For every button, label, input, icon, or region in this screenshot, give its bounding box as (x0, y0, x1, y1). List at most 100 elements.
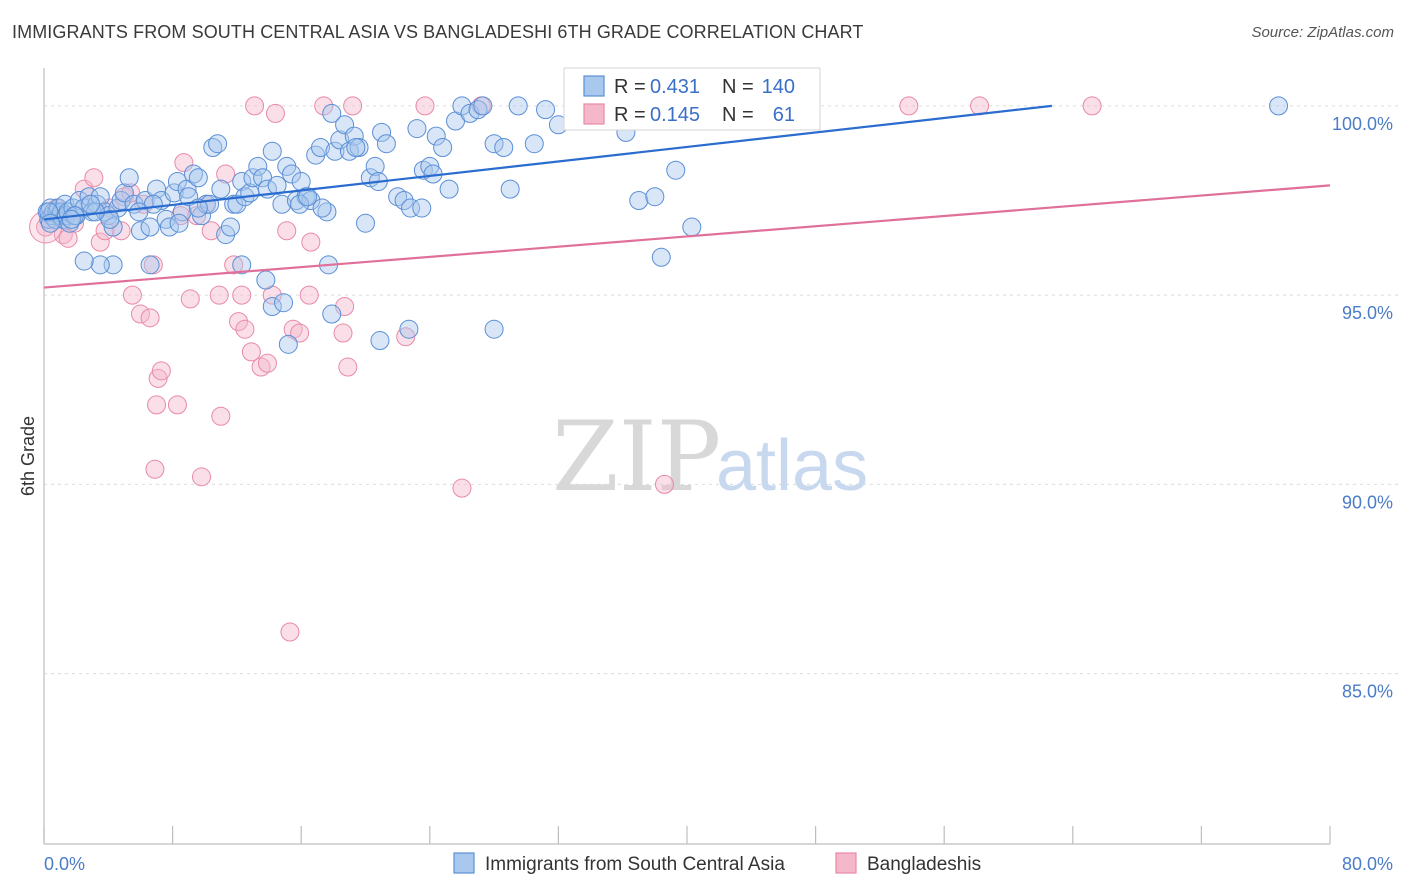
south-central-asia-point (208, 134, 228, 154)
south-central-asia-point (192, 206, 212, 226)
south-central-asia-point (376, 134, 396, 154)
south-central-asia-point (164, 183, 184, 203)
south-central-asia-point (74, 251, 94, 271)
south-central-asia-point (401, 198, 421, 218)
south-central-asia-point (156, 209, 176, 229)
south-central-asia-point (140, 255, 160, 275)
bangladeshis-point (280, 622, 300, 642)
bangladeshis-point (241, 342, 261, 362)
x-tick-label-min: 0.0% (44, 854, 85, 874)
south-central-asia-points (37, 96, 1289, 354)
bangladeshis-point (216, 164, 236, 184)
legend-pink-swatch (835, 852, 857, 874)
trendlines (43, 104, 1331, 289)
south-central-asia-point (90, 255, 110, 275)
bangladeshis-point (277, 221, 297, 241)
south-central-asia-point (119, 168, 139, 188)
south-central-asia-point (524, 134, 544, 154)
south-central-asia-point (262, 296, 282, 316)
south-central-asia-point (339, 141, 359, 161)
south-central-asia-point (322, 304, 342, 324)
watermark-atlas: atlas (716, 426, 868, 506)
x-tick-label-max: 80.0% (1342, 854, 1393, 874)
south-central-asia-point (243, 168, 263, 188)
bangladeshis-point (343, 96, 363, 116)
bangladeshis-point (209, 285, 229, 305)
south-central-asia-point (232, 255, 252, 275)
bangladeshis-point (257, 353, 277, 373)
south-central-asia-point (325, 141, 345, 161)
bangladeshis-trendline (43, 184, 1331, 289)
south-central-asia-point (227, 194, 247, 214)
south-central-asia-point (452, 96, 472, 116)
bangladeshis-point (201, 221, 221, 241)
chart-title: IMMIGRANTS FROM SOUTH CENTRAL ASIA VS BA… (12, 22, 864, 42)
south-central-asia-point (274, 293, 294, 313)
south-central-asia-point (220, 217, 240, 237)
bangladeshis-point (167, 395, 187, 415)
south-central-asia-point (301, 190, 321, 210)
bangladeshis-point (224, 255, 244, 275)
bangladeshis-point (235, 319, 255, 339)
bangladeshis-point (301, 232, 321, 252)
south-central-asia-point (278, 334, 298, 354)
south-central-asia-point (370, 331, 390, 351)
bangladeshis-point (251, 357, 271, 377)
legend-pink-label: Bangladeshis (867, 854, 981, 875)
bangladeshis-point (654, 474, 674, 494)
legend-blue-swatch (453, 852, 475, 874)
bangladeshis-point (229, 312, 249, 332)
south-central-asia-point (232, 172, 252, 192)
bangladeshis-point (90, 232, 110, 252)
south-central-asia-point (111, 190, 131, 210)
y-tick-label: 95.0% (1342, 303, 1393, 323)
legend-blue-label: Immigrants from South Central Asia (485, 854, 785, 875)
south-central-asia-point (1269, 96, 1289, 116)
bangladeshis-point (283, 319, 303, 339)
south-central-asia-point (433, 137, 453, 157)
bangladeshis-point (145, 459, 165, 479)
south-central-asia-point (90, 187, 110, 207)
south-central-asia-point (322, 103, 342, 123)
south-central-asia-point (682, 217, 702, 237)
south-central-asia-point (407, 119, 427, 139)
south-central-asia-point (388, 187, 408, 207)
south-central-asia-point (61, 209, 81, 229)
bangladeshis-point (122, 285, 142, 305)
bangladeshis-point (970, 96, 990, 116)
bangladeshis-point (899, 96, 919, 116)
south-central-asia-point (167, 172, 187, 192)
south-central-asia-point (211, 179, 231, 199)
bangladeshis-point (211, 406, 231, 426)
south-central-asia-point (140, 217, 160, 237)
bangladeshis-point (245, 96, 265, 116)
bangladeshis-point (338, 357, 358, 377)
bangladeshis-point (290, 323, 310, 343)
legend: Immigrants from South Central Asia Bangl… (453, 852, 981, 875)
south-central-asia-point (500, 179, 520, 199)
south-central-asia-trendline (43, 104, 1053, 221)
south-central-asia-point (426, 126, 446, 146)
south-central-asia-point (394, 190, 414, 210)
south-central-asia-point (629, 190, 649, 210)
south-central-asia-point (130, 221, 150, 241)
bangladeshis-point (415, 96, 435, 116)
south-central-asia-point (312, 198, 332, 218)
stats-blue-n-value: 140 (762, 76, 795, 98)
south-central-asia-point (310, 137, 330, 157)
south-central-asia-point (399, 319, 419, 339)
stats-blue-r-label: R = (614, 76, 646, 98)
bangladeshis-point (232, 285, 252, 305)
south-central-asia-point (248, 156, 268, 176)
south-central-asia-point (81, 194, 101, 214)
bangladeshis-point (333, 323, 353, 343)
stats-blue-swatch (583, 75, 605, 97)
stats-pink-swatch (583, 103, 605, 125)
x-ticks (43, 826, 1331, 844)
stats-pink-n-value: 61 (773, 104, 795, 126)
south-central-asia-point (169, 213, 189, 233)
stats-blue-r-value: 0.431 (650, 76, 700, 98)
south-central-asia-point (666, 160, 686, 180)
bangladeshis-point (130, 304, 150, 324)
